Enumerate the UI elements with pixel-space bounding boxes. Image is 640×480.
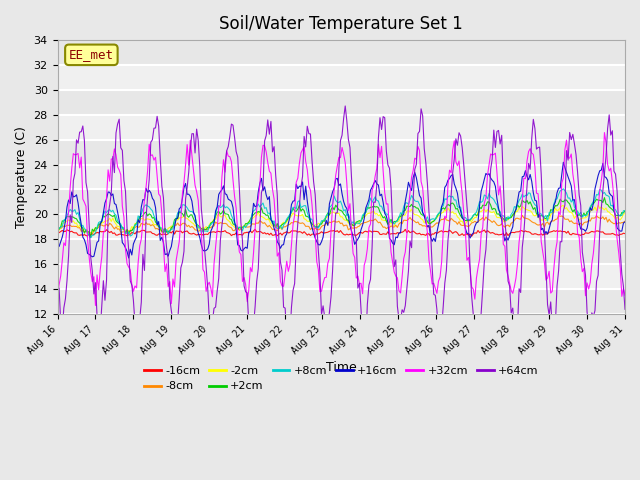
+8cm <box>87 235 95 240</box>
+2cm <box>225 212 232 217</box>
+64cm <box>341 103 349 109</box>
-8cm <box>125 228 132 234</box>
-16cm <box>621 231 629 237</box>
-16cm <box>223 229 230 235</box>
+2cm <box>621 208 629 214</box>
-8cm <box>518 213 526 218</box>
-16cm <box>242 230 250 236</box>
+64cm <box>303 123 311 129</box>
+2cm <box>125 230 132 236</box>
+8cm <box>593 192 600 197</box>
+16cm <box>593 179 600 185</box>
+2cm <box>591 199 599 204</box>
-8cm <box>225 223 232 229</box>
+64cm <box>124 226 131 232</box>
-8cm <box>303 223 311 229</box>
Bar <box>58 140 625 165</box>
Line: +8cm: +8cm <box>58 189 625 238</box>
+64cm <box>593 278 600 284</box>
+32cm <box>225 153 232 159</box>
-2cm <box>225 217 232 223</box>
Text: EE_met: EE_met <box>69 48 114 61</box>
-8cm <box>88 231 96 237</box>
+32cm <box>92 302 99 308</box>
+16cm <box>559 159 567 165</box>
+64cm <box>243 290 251 296</box>
+8cm <box>54 229 61 235</box>
+2cm <box>243 221 251 227</box>
Legend: -16cm, -8cm, -2cm, +2cm, +8cm, +16cm, +32cm, +64cm: -16cm, -8cm, -2cm, +2cm, +8cm, +16cm, +3… <box>140 361 543 396</box>
-16cm <box>468 233 476 239</box>
+8cm <box>303 210 311 216</box>
Line: +16cm: +16cm <box>58 162 625 258</box>
-8cm <box>253 220 260 226</box>
Line: -8cm: -8cm <box>58 216 625 234</box>
+16cm <box>125 255 132 261</box>
-16cm <box>593 228 600 234</box>
+8cm <box>253 204 260 210</box>
+64cm <box>172 345 180 351</box>
-2cm <box>54 227 61 232</box>
+16cm <box>303 198 311 204</box>
-8cm <box>54 227 61 233</box>
+2cm <box>253 210 260 216</box>
-2cm <box>591 204 599 210</box>
-2cm <box>243 221 251 227</box>
+32cm <box>54 294 61 300</box>
-2cm <box>621 211 629 216</box>
-8cm <box>593 213 600 219</box>
+32cm <box>125 264 132 270</box>
+32cm <box>243 299 251 304</box>
Bar <box>58 40 625 65</box>
+16cm <box>54 242 61 248</box>
Bar <box>58 239 625 264</box>
-2cm <box>253 213 260 218</box>
Bar <box>58 289 625 314</box>
-2cm <box>595 202 602 208</box>
+8cm <box>225 205 232 211</box>
+8cm <box>621 208 629 214</box>
+32cm <box>303 167 311 173</box>
-2cm <box>85 231 93 237</box>
+2cm <box>303 214 311 219</box>
+64cm <box>54 302 61 308</box>
+16cm <box>124 249 131 254</box>
-8cm <box>243 224 251 230</box>
Bar <box>58 90 625 115</box>
Title: Soil/Water Temperature Set 1: Soil/Water Temperature Set 1 <box>220 15 463 33</box>
-8cm <box>621 218 629 224</box>
+16cm <box>225 196 232 202</box>
X-axis label: Time: Time <box>326 361 356 374</box>
Line: +64cm: +64cm <box>58 106 625 348</box>
-16cm <box>54 230 61 236</box>
+64cm <box>253 279 260 285</box>
+64cm <box>225 144 232 149</box>
+32cm <box>253 205 260 211</box>
Line: +2cm: +2cm <box>58 198 625 237</box>
Line: -16cm: -16cm <box>58 229 625 236</box>
+2cm <box>54 228 61 234</box>
+16cm <box>243 245 251 251</box>
+16cm <box>621 219 629 225</box>
+64cm <box>621 306 629 312</box>
Y-axis label: Temperature (C): Temperature (C) <box>15 126 28 228</box>
+32cm <box>591 232 599 238</box>
Line: -2cm: -2cm <box>58 205 625 234</box>
-16cm <box>401 227 409 232</box>
-16cm <box>302 230 310 236</box>
-2cm <box>303 218 311 224</box>
+16cm <box>253 203 260 209</box>
-2cm <box>125 229 132 235</box>
Line: +32cm: +32cm <box>58 132 625 305</box>
-16cm <box>252 227 259 232</box>
+8cm <box>243 222 251 228</box>
+32cm <box>621 292 629 298</box>
+8cm <box>559 186 567 192</box>
+2cm <box>600 195 608 201</box>
+8cm <box>125 229 132 235</box>
-16cm <box>124 233 131 239</box>
+2cm <box>87 234 95 240</box>
Bar <box>58 190 625 215</box>
+32cm <box>600 130 608 135</box>
